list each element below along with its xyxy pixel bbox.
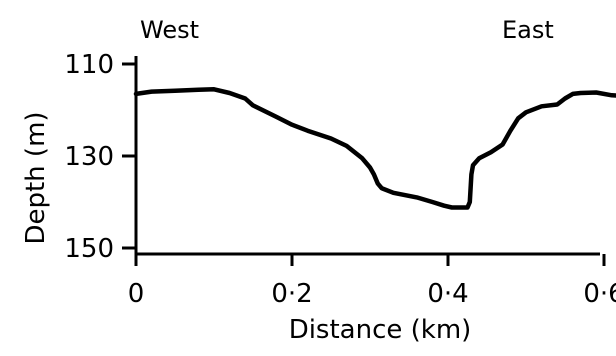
x-tick-label: 0·6 xyxy=(583,279,616,309)
x-tick-label: 0 xyxy=(128,279,145,309)
ticks xyxy=(122,62,606,266)
axes xyxy=(134,56,600,256)
tick-labels: 110 130 150 0 0·2 0·4 0·6 xyxy=(64,50,616,309)
y-tick-label: 130 xyxy=(64,142,114,172)
depth-profile-line xyxy=(133,87,616,210)
y-tick-label: 150 xyxy=(64,234,114,264)
y-axis-title: Depth (m) xyxy=(21,111,51,244)
west-label: West xyxy=(140,16,199,44)
y-tick-label: 110 xyxy=(64,50,114,80)
east-label: East xyxy=(502,16,554,44)
x-tick-label: 0·2 xyxy=(271,279,312,309)
x-tick-label: 0·4 xyxy=(427,279,468,309)
x-axis-title: Distance (km) xyxy=(289,315,472,345)
